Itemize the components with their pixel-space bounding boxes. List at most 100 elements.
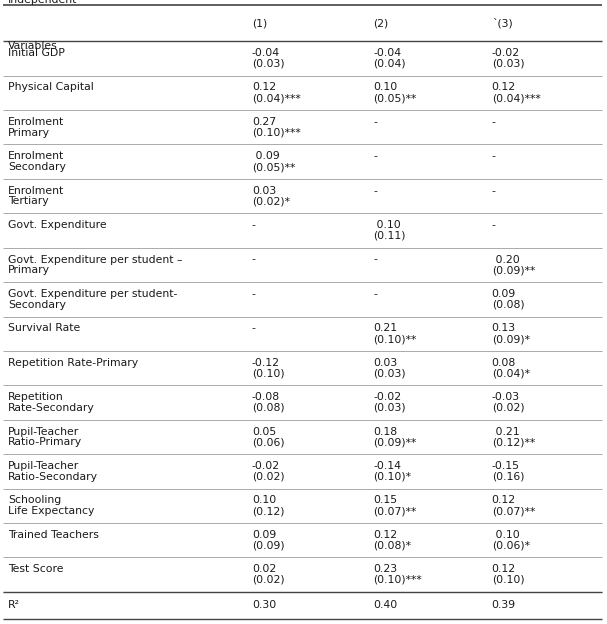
Text: Ratio-Primary: Ratio-Primary <box>8 437 82 447</box>
Text: Repetition Rate-Primary: Repetition Rate-Primary <box>8 358 138 368</box>
Text: -0.04: -0.04 <box>373 48 401 58</box>
Text: Variables: Variables <box>8 41 58 51</box>
Text: Life Expectancy: Life Expectancy <box>8 506 95 516</box>
Text: Repetition: Repetition <box>8 392 64 402</box>
Text: (0.02): (0.02) <box>252 575 285 585</box>
Text: (0.12)**: (0.12)** <box>492 437 535 447</box>
Text: (0.07)**: (0.07)** <box>373 506 416 516</box>
Text: -0.02: -0.02 <box>252 461 280 471</box>
Text: 0.21: 0.21 <box>373 323 398 333</box>
Text: 0.10: 0.10 <box>492 530 520 540</box>
Text: Initial GDP: Initial GDP <box>8 48 65 58</box>
Text: -: - <box>373 186 377 196</box>
Text: 0.18: 0.18 <box>373 427 398 437</box>
Text: Tertiary: Tertiary <box>8 197 49 207</box>
Text: (0.16): (0.16) <box>492 472 524 482</box>
Text: (0.11): (0.11) <box>373 231 406 241</box>
Text: 0.30: 0.30 <box>252 600 276 610</box>
Text: Enrolment: Enrolment <box>8 117 64 127</box>
Text: (0.09)*: (0.09)* <box>492 334 530 344</box>
Text: 0.21: 0.21 <box>492 427 520 437</box>
Text: 0.09: 0.09 <box>252 151 280 161</box>
Text: -: - <box>373 289 377 299</box>
Text: Ratio-Secondary: Ratio-Secondary <box>8 472 98 482</box>
Text: (1): (1) <box>252 18 267 28</box>
Text: Test Score: Test Score <box>8 564 64 574</box>
Text: Schooling: Schooling <box>8 495 61 505</box>
Text: 0.12: 0.12 <box>492 495 516 505</box>
Text: Secondary: Secondary <box>8 300 66 310</box>
Text: (0.12): (0.12) <box>252 506 285 516</box>
Text: -: - <box>492 151 495 161</box>
Text: 0.12: 0.12 <box>252 82 276 92</box>
Text: (0.09): (0.09) <box>252 540 285 550</box>
Text: (0.08): (0.08) <box>252 403 285 413</box>
Text: Enrolment: Enrolment <box>8 186 64 196</box>
Text: (0.06): (0.06) <box>252 437 285 447</box>
Text: Pupil-Teacher: Pupil-Teacher <box>8 427 80 437</box>
Text: Govt. Expenditure: Govt. Expenditure <box>8 220 107 230</box>
Text: (0.06)*: (0.06)* <box>492 540 530 550</box>
Text: Primary: Primary <box>8 265 50 275</box>
Text: (0.10)**: (0.10)** <box>373 334 416 344</box>
Text: Physical Capital: Physical Capital <box>8 82 94 92</box>
Text: Survival Rate: Survival Rate <box>8 323 80 333</box>
Text: `(3): `(3) <box>492 18 512 28</box>
Text: -0.08: -0.08 <box>252 392 280 402</box>
Text: 0.20: 0.20 <box>492 255 520 265</box>
Text: 0.09: 0.09 <box>252 530 276 540</box>
Text: R²: R² <box>8 600 20 610</box>
Text: 0.10: 0.10 <box>373 82 398 92</box>
Text: Enrolment: Enrolment <box>8 151 64 161</box>
Text: (0.10)*: (0.10)* <box>373 472 412 482</box>
Text: Govt. Expenditure per student –: Govt. Expenditure per student – <box>8 255 183 265</box>
Text: (0.10): (0.10) <box>252 369 285 379</box>
Text: 0.27: 0.27 <box>252 117 276 127</box>
Text: (0.05)**: (0.05)** <box>252 162 295 172</box>
Text: Trained Teachers: Trained Teachers <box>8 530 99 540</box>
Text: (0.10)***: (0.10)*** <box>373 575 422 585</box>
Text: (0.09)**: (0.09)** <box>492 265 535 275</box>
Text: (0.10)***: (0.10)*** <box>252 128 300 138</box>
Text: 0.09: 0.09 <box>492 289 516 299</box>
Text: -: - <box>492 117 495 127</box>
Text: (0.10): (0.10) <box>492 575 524 585</box>
Text: -: - <box>492 220 495 230</box>
Text: -: - <box>252 255 256 265</box>
Text: -: - <box>252 220 256 230</box>
Text: (0.04)***: (0.04)*** <box>492 93 540 103</box>
Text: (0.02): (0.02) <box>492 403 524 413</box>
Text: 0.02: 0.02 <box>252 564 276 574</box>
Text: 0.12: 0.12 <box>373 530 398 540</box>
Text: -0.12: -0.12 <box>252 358 280 368</box>
Text: 0.12: 0.12 <box>492 82 516 92</box>
Text: -: - <box>373 117 377 127</box>
Text: (0.07)**: (0.07)** <box>492 506 535 516</box>
Text: 0.15: 0.15 <box>373 495 398 505</box>
Text: -: - <box>252 323 256 333</box>
Text: 0.13: 0.13 <box>492 323 516 333</box>
Text: (0.09)**: (0.09)** <box>373 437 416 447</box>
Text: 0.10: 0.10 <box>252 495 276 505</box>
Text: -0.02: -0.02 <box>373 392 401 402</box>
Text: -0.03: -0.03 <box>492 392 520 402</box>
Text: -0.15: -0.15 <box>492 461 520 471</box>
Text: (0.05)**: (0.05)** <box>373 93 416 103</box>
Text: -0.02: -0.02 <box>492 48 520 58</box>
Text: Govt. Expenditure per student-: Govt. Expenditure per student- <box>8 289 177 299</box>
Text: (0.03): (0.03) <box>252 59 285 69</box>
Text: 0.40: 0.40 <box>373 600 398 610</box>
Text: 0.39: 0.39 <box>492 600 516 610</box>
Text: (0.03): (0.03) <box>492 59 524 69</box>
Text: (0.04)***: (0.04)*** <box>252 93 300 103</box>
Text: -: - <box>492 186 495 196</box>
Text: Pupil-Teacher: Pupil-Teacher <box>8 461 80 471</box>
Text: (0.04): (0.04) <box>373 59 406 69</box>
Text: Primary: Primary <box>8 128 50 138</box>
Text: (0.08)*: (0.08)* <box>373 540 412 550</box>
Text: (0.03): (0.03) <box>373 403 406 413</box>
Text: Rate-Secondary: Rate-Secondary <box>8 403 95 413</box>
Text: -0.14: -0.14 <box>373 461 401 471</box>
Text: (0.08): (0.08) <box>492 300 524 310</box>
Text: (2): (2) <box>373 18 388 28</box>
